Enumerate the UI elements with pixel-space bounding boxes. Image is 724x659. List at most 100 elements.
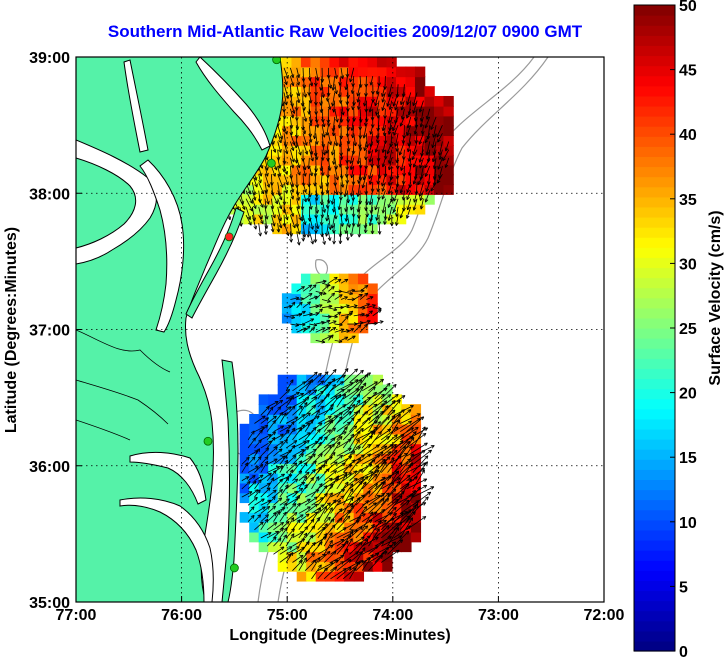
velocity-vector-head <box>296 74 300 79</box>
velocity-vector-head <box>337 393 341 397</box>
velocity-vector-head <box>351 213 354 218</box>
velocity-vector-head <box>351 127 355 131</box>
velocity-vector-head <box>289 406 292 410</box>
velocity-vector <box>349 541 363 555</box>
velocity-vector-head <box>320 541 323 546</box>
velocity-cell <box>391 502 403 513</box>
velocity-cell <box>433 184 445 195</box>
velocity-vector <box>364 215 367 229</box>
velocity-vector-head <box>303 557 307 560</box>
velocity-vector-head <box>432 158 436 163</box>
velocity-vector-head <box>305 93 308 98</box>
velocity-vector <box>393 525 412 539</box>
velocity-vector <box>387 511 408 522</box>
velocity-cell <box>287 541 298 553</box>
velocity-cell <box>243 194 255 205</box>
velocity-vector-head <box>323 533 328 536</box>
velocity-vector <box>336 559 352 571</box>
velocity-vector <box>273 489 283 498</box>
velocity-vector <box>406 190 412 200</box>
velocity-vector-head <box>396 148 400 152</box>
velocity-cell <box>344 463 355 474</box>
velocity-cell <box>357 293 369 304</box>
velocity-cell <box>272 174 283 186</box>
velocity-vector <box>251 182 256 196</box>
velocity-vector <box>298 390 312 400</box>
velocity-vector-head <box>357 106 361 110</box>
velocity-vector-head <box>312 240 314 245</box>
velocity-cell <box>319 86 331 97</box>
velocity-vector-head <box>354 379 359 381</box>
velocity-cell <box>334 453 346 464</box>
velocity-vector-head <box>346 159 350 164</box>
velocity-vector-head <box>348 199 351 204</box>
velocity-vector <box>372 309 382 317</box>
velocity-vector-head <box>334 307 338 311</box>
velocity-vector <box>342 488 354 506</box>
velocity-vector-head <box>415 118 418 122</box>
velocity-vector-head <box>393 434 398 436</box>
velocity-vector <box>298 550 311 563</box>
velocity-vector-head <box>347 133 350 138</box>
velocity-vector-head <box>298 92 301 97</box>
velocity-vector-head <box>246 476 250 480</box>
velocity-vector-head <box>328 532 333 536</box>
velocity-vector-head <box>375 217 377 221</box>
velocity-vector-head <box>336 90 338 95</box>
velocity-vector-head <box>275 401 279 405</box>
velocity-vector <box>308 190 310 202</box>
velocity-vector-head <box>309 77 312 81</box>
velocity-vector-head <box>372 304 376 306</box>
velocity-vector <box>258 174 262 184</box>
velocity-cell <box>376 194 388 205</box>
velocity-vector-head <box>359 517 361 521</box>
velocity-vector-head <box>308 284 312 287</box>
velocity-cell <box>363 521 374 533</box>
velocity-vector-head <box>340 294 343 298</box>
velocity-vector-head <box>274 522 278 526</box>
velocity-vector <box>349 551 363 563</box>
velocity-vector-head <box>355 425 358 430</box>
velocity-vector-head <box>364 156 367 161</box>
velocity-vector-head <box>383 173 386 178</box>
velocity-vector <box>334 174 336 186</box>
velocity-cell <box>277 413 288 425</box>
velocity-vector-head <box>388 131 392 135</box>
velocity-vector <box>395 214 399 226</box>
velocity-cell <box>338 312 350 324</box>
velocity-vector <box>340 290 353 295</box>
velocity-vector-head <box>365 165 369 170</box>
velocity-vector-head <box>402 395 406 399</box>
velocity-vector-head <box>300 470 303 475</box>
velocity-vector-head <box>327 444 332 447</box>
velocity-cell <box>277 531 288 543</box>
velocity-vector-head <box>338 311 342 316</box>
velocity-vector-head <box>352 197 356 201</box>
velocity-vector-head <box>305 118 308 122</box>
velocity-vector <box>258 190 261 203</box>
velocity-vector-head <box>294 107 298 111</box>
velocity-vector-head <box>332 161 335 165</box>
velocity-vector <box>393 427 414 441</box>
velocity-vector-head <box>333 182 336 187</box>
velocity-vector-head <box>289 469 294 472</box>
velocity-vector-head <box>258 180 262 184</box>
velocity-vector-head <box>257 514 261 517</box>
velocity-vector <box>347 289 355 292</box>
velocity-vector-head <box>297 172 301 176</box>
velocity-vector <box>355 538 369 555</box>
velocity-vector <box>361 511 378 522</box>
velocity-vector-head <box>387 130 390 135</box>
velocity-vector <box>406 427 428 441</box>
velocity-vector <box>247 515 255 522</box>
station-marker <box>266 158 276 168</box>
velocity-vector-head <box>290 83 294 87</box>
velocity-vector-head <box>256 466 259 470</box>
velocity-vector-head <box>369 222 373 227</box>
velocity-vector-head <box>357 180 359 184</box>
velocity-vector <box>334 165 339 181</box>
velocity-vector-head <box>409 163 413 168</box>
velocity-vector <box>321 125 325 138</box>
